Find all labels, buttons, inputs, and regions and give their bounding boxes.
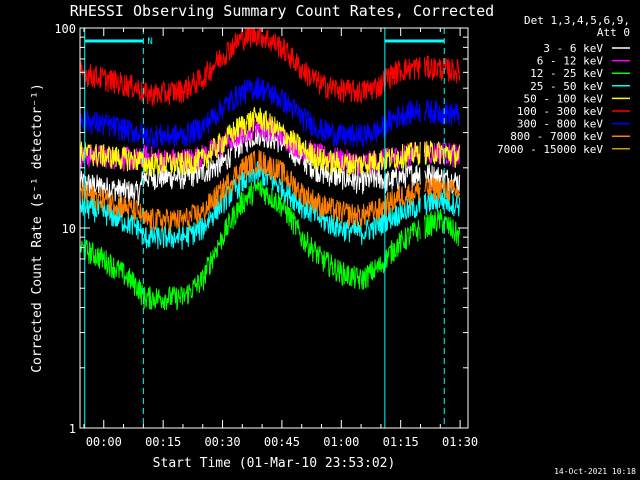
series-line-0	[79, 123, 421, 206]
legend-label-7: 800 - 7000 keV	[510, 130, 603, 143]
chart-title: RHESSI Observing Summary Count Rates, Co…	[70, 2, 494, 20]
series-line-7	[423, 177, 461, 203]
series-line-5	[423, 55, 461, 84]
legend-header-line-1: Det 1,3,4,5,6,9,	[524, 14, 630, 27]
x-tick-label-1: 00:15	[145, 435, 181, 449]
night-marker-label: N	[147, 37, 152, 47]
x-tick-label-2: 00:30	[204, 435, 240, 449]
series-6	[79, 76, 460, 149]
series-line-6	[423, 99, 460, 127]
series-5	[79, 27, 461, 107]
series-line-5	[79, 27, 421, 107]
series-layer	[79, 27, 461, 311]
x-axis-label: Start Time (01-Mar-10 23:53:02)	[153, 456, 396, 471]
y-axis-label: Corrected Count Rate (s⁻¹ detector⁻¹)	[30, 83, 45, 373]
annotation-layer: N	[84, 28, 445, 428]
legend-label-2: 12 - 25 keV	[530, 67, 603, 80]
series-0	[79, 123, 461, 206]
series-line-2	[423, 209, 461, 247]
series-line-7	[79, 149, 421, 233]
x-tick-label-4: 01:00	[323, 435, 359, 449]
series-4	[79, 107, 461, 178]
x-tick-label-5: 01:15	[383, 435, 419, 449]
series-2	[79, 179, 461, 311]
series-7	[79, 149, 461, 233]
y-tick-label-2: 100	[54, 22, 76, 36]
legend-label-0: 3 - 6 keV	[543, 42, 603, 55]
series-line-3	[423, 189, 461, 217]
series-line-4	[79, 107, 421, 178]
legend-label-3: 25 - 50 keV	[530, 80, 603, 93]
series-line-0	[424, 164, 461, 194]
y-tick-label-1: 10	[62, 222, 76, 236]
x-axis-ticks: 00:00 00:15 00:30 00:45 01:00 01:15 01:30	[83, 28, 478, 449]
x-tick-label-3: 00:45	[264, 435, 300, 449]
x-tick-label-6: 01:30	[442, 435, 478, 449]
series-line-2	[79, 179, 421, 311]
x-tick-label-0: 00:00	[86, 435, 122, 449]
series-line-1	[423, 140, 461, 168]
timestamp: 14-Oct-2021 10:18	[554, 467, 636, 476]
legend-label-8: 7000 - 15000 keV	[497, 143, 603, 156]
legend-label-4: 50 - 100 keV	[524, 92, 604, 105]
series-line-4	[423, 140, 461, 168]
legend-label-6: 300 - 800 keV	[517, 118, 603, 131]
y-axis-ticks: 1 10 100	[54, 22, 468, 436]
legend-label-5: 100 - 300 keV	[517, 105, 603, 118]
series-line-6	[79, 76, 421, 149]
y-tick-label-0: 1	[69, 422, 76, 436]
legend-header-line-2: Att 0	[597, 26, 630, 39]
legend-label-1: 6 - 12 keV	[537, 55, 604, 68]
